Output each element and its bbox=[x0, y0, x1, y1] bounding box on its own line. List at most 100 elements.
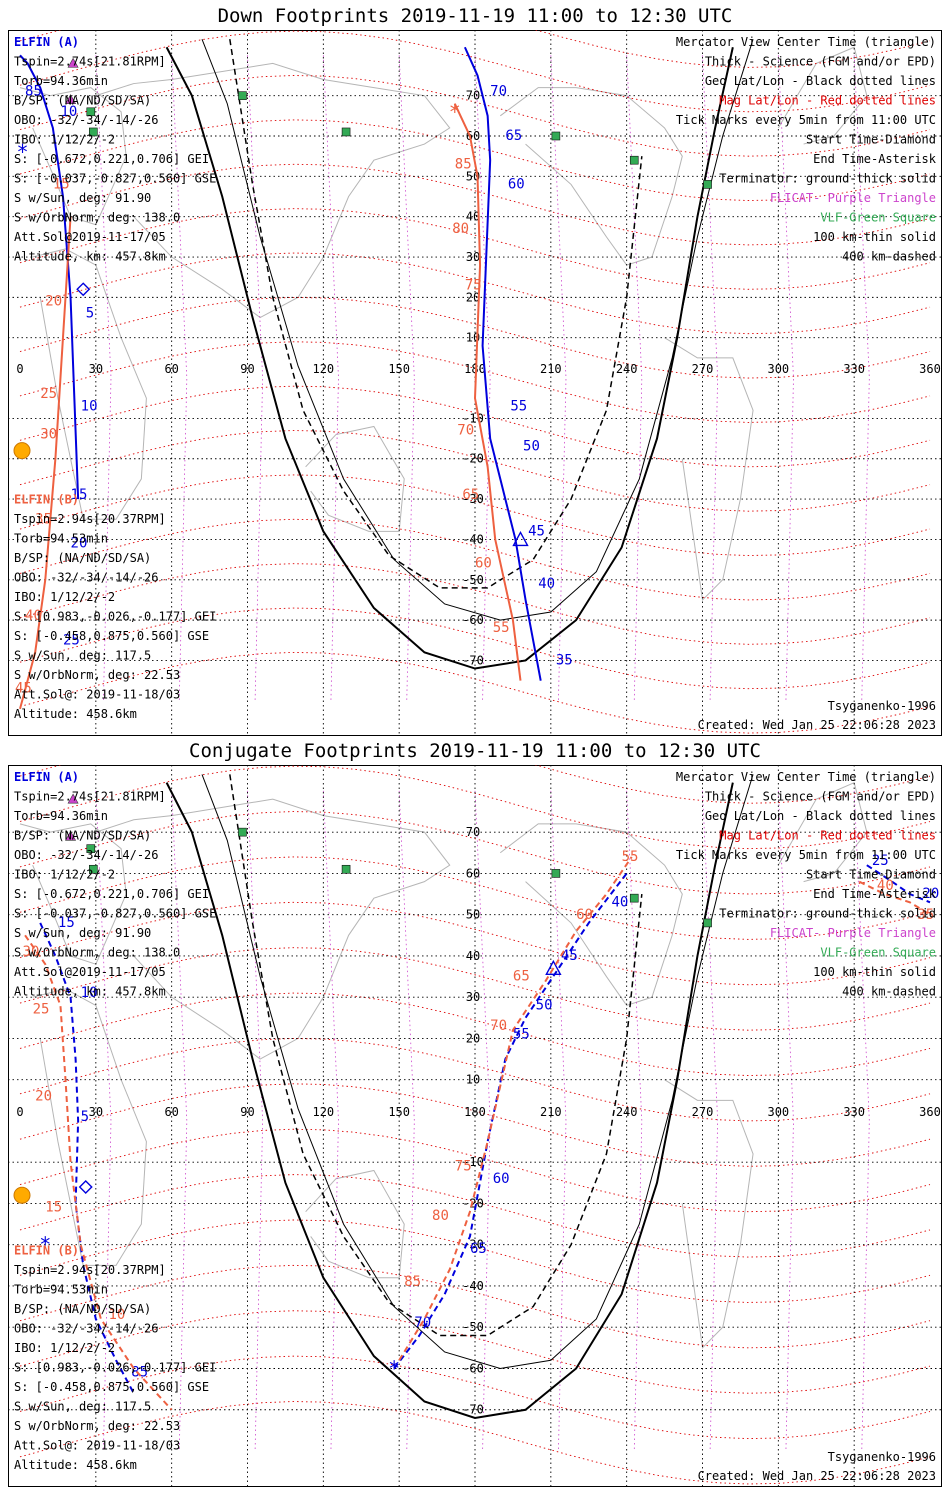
legend-line: 100 km-thin solid bbox=[813, 965, 936, 979]
elfin-b-track-west-tick-label: 40 bbox=[25, 608, 42, 624]
elfin-b-track-tick-label: 80 bbox=[432, 1208, 449, 1224]
legend-line: 100 km-thin solid bbox=[813, 230, 936, 244]
elfin-a-info-line: S w/OrbNorm, deg: 138.0 bbox=[14, 946, 180, 960]
lat-tick-label: -30 bbox=[462, 1238, 484, 1252]
coastline-6 bbox=[777, 46, 868, 145]
elfin-a-track-tick-label: 65 bbox=[505, 128, 522, 144]
legend-line: FLICAT- Purple Triangle bbox=[770, 926, 936, 940]
legend-line: Tick Marks every 5min from 11:00 UTC bbox=[676, 848, 936, 862]
legend-line: VLF-Green Square bbox=[820, 946, 936, 960]
terminator-400km bbox=[229, 39, 643, 589]
mag-lat-line bbox=[19, 208, 931, 290]
coastline-5 bbox=[664, 1079, 754, 1349]
elfin-b-track-west-line bbox=[19, 216, 72, 710]
elfin-a-track-tick-label: 60 bbox=[508, 176, 525, 192]
legend-line: Terminator: ground-thick solid bbox=[719, 907, 936, 921]
down-footprints-map[interactable]: 0 30 60 90 120 150 180 210 240 270 300 330 360 70 60 50… bbox=[8, 30, 942, 736]
sun-icon bbox=[13, 1186, 31, 1204]
elfin-a-info-line: Tspin=2.74s[21.81RPM] bbox=[14, 790, 166, 804]
legend-line: Start Time-Diamond bbox=[806, 133, 936, 147]
elfin-a-name: ELFIN (A) bbox=[14, 35, 79, 49]
elfin-b-info-line: Altitude: 458.6km bbox=[14, 1458, 137, 1472]
elfin-b-info-line: B/SP: (NA/ND/SD/SA) bbox=[14, 1302, 151, 1316]
conjugate-footprints-map[interactable]: 0 30 60 90 120 150 180 210 240 270 300 330 360 70 60 50… bbox=[8, 765, 942, 1487]
mag-lat-line bbox=[19, 430, 931, 512]
vlf-station bbox=[551, 131, 561, 141]
elfin-b-track-tick-label: 65 bbox=[462, 487, 479, 503]
vlf-station bbox=[238, 91, 247, 100]
elfin-a-info-line: Tspin=2.74s[21.81RPM] bbox=[14, 55, 166, 69]
elfin-a-track-west-tick-label: 5 bbox=[86, 306, 94, 322]
elfin-b-track-east-tick-label: 40 bbox=[877, 878, 894, 894]
elfin-a-track-west-tick-label: 10 bbox=[60, 104, 77, 120]
elfin-a-track-center-triangle bbox=[545, 959, 562, 975]
lat-tick-label: -40 bbox=[462, 1279, 484, 1293]
elfin-b-info-line: IBO: 1/12/2/-2 bbox=[14, 1341, 115, 1355]
elfin-b-track-tick-label: 60 bbox=[475, 556, 492, 572]
mag-lat-line bbox=[19, 1128, 931, 1213]
lon-tick-label: 90 bbox=[240, 1105, 254, 1119]
lat-tick-label: 30 bbox=[466, 250, 480, 264]
elfin-b-info-line: S: [-0.458,0.875,0.560] GSE bbox=[14, 1380, 209, 1394]
legend-line: 400 km-dashed bbox=[842, 250, 936, 264]
lat-tick-label: -50 bbox=[462, 573, 484, 587]
elfin-b-track-east-line bbox=[858, 880, 931, 916]
mag-lat-line bbox=[19, 607, 931, 690]
lat-tick-label: 70 bbox=[466, 825, 480, 839]
lon-tick-label: 120 bbox=[312, 1105, 334, 1119]
mag-lat-line bbox=[19, 1401, 931, 1485]
elfin-a-track-line bbox=[393, 872, 628, 1370]
mag-lat-line bbox=[19, 563, 931, 645]
elfin-a-track-west-tick-label: 85 bbox=[131, 1365, 148, 1381]
legend-line: FLICAT- Purple Triangle bbox=[770, 191, 936, 205]
lon-tick-label: 330 bbox=[843, 1105, 865, 1119]
elfin-a-info-line: Torb=94.36min bbox=[14, 74, 108, 88]
flicat-triangle bbox=[67, 793, 79, 804]
vlf-station bbox=[551, 869, 561, 878]
elfin-b-track-tick-label: 65 bbox=[513, 969, 530, 985]
flicat-triangle bbox=[65, 830, 77, 841]
legend-line: Geo Lat/Lon - Black dotted lines bbox=[705, 74, 936, 88]
elfin-a-track-east-line bbox=[866, 864, 931, 904]
elfin-a-info-line: S: [-0.672,0.221,0.706] GEI bbox=[14, 152, 209, 166]
lat-tick-label: -10 bbox=[462, 1155, 484, 1169]
elfin-a-track-east-tick-label: 20 bbox=[922, 886, 939, 902]
elfin-b-track-line bbox=[398, 856, 633, 1361]
lon-tick-label: 0 bbox=[16, 1105, 23, 1119]
terminator-ground bbox=[165, 46, 734, 670]
elfin-a-info-line: Att.Sol@2019-11-17/05 bbox=[14, 965, 166, 979]
elfin-b-track-west-tick-label: 10 bbox=[108, 1307, 125, 1323]
lon-tick-label: 90 bbox=[240, 362, 254, 376]
elfin-b-name: ELFIN (B) bbox=[14, 1244, 79, 1258]
elfin-b-track-tick-label: 70 bbox=[457, 423, 474, 439]
mag-lat-line bbox=[19, 1355, 931, 1440]
elfin-a-track-west-tick-label: 10 bbox=[81, 985, 98, 1001]
elfin-b-track-tick-label: 70 bbox=[490, 1018, 507, 1034]
terminator-ground bbox=[165, 782, 734, 1420]
elfin-a-track-tick-label: 65 bbox=[470, 1241, 487, 1257]
elfin-a-track-tick-label: 45 bbox=[561, 948, 578, 964]
vlf-station bbox=[703, 918, 712, 928]
vlf-station bbox=[341, 127, 351, 137]
legend-line: End Time-Asterisk bbox=[813, 887, 937, 901]
elfin-b-track-east-tick-label: 35 bbox=[917, 907, 934, 923]
legend-line: Mercator View Center Time (triangle) bbox=[676, 770, 936, 784]
elfin-a-track-tick-label: 55 bbox=[510, 398, 527, 414]
mag-lat-line bbox=[19, 901, 931, 986]
lon-tick-label: 120 bbox=[312, 362, 334, 376]
vlf-station bbox=[703, 180, 712, 189]
lon-tick-label: 360 bbox=[919, 362, 941, 376]
elfin-a-info-line: B/SP: (NA/ND/SD/SA) bbox=[14, 94, 151, 108]
elfin-a-info-line: S: [-0.037,-0.827,0.560] GSE bbox=[14, 907, 216, 921]
coastline-4 bbox=[499, 87, 683, 266]
created-label: Created: Wed Jan 25 22:06:28 2023 bbox=[698, 1469, 936, 1483]
elfin-a-track-tick-label: 60 bbox=[493, 1171, 510, 1187]
coastline-4 bbox=[499, 823, 683, 1007]
elfin-b-track-tick-label: 80 bbox=[452, 221, 469, 237]
legend-line: 400 km-dashed bbox=[842, 985, 936, 999]
vlf-station bbox=[86, 107, 96, 117]
elfin-b-track-tick-label: 60 bbox=[576, 907, 593, 923]
elfin-a-track-tick-label: 45 bbox=[528, 523, 545, 539]
flicat-triangle bbox=[67, 57, 79, 68]
elfin-b-track-west-tick-label: 15 bbox=[53, 176, 70, 192]
